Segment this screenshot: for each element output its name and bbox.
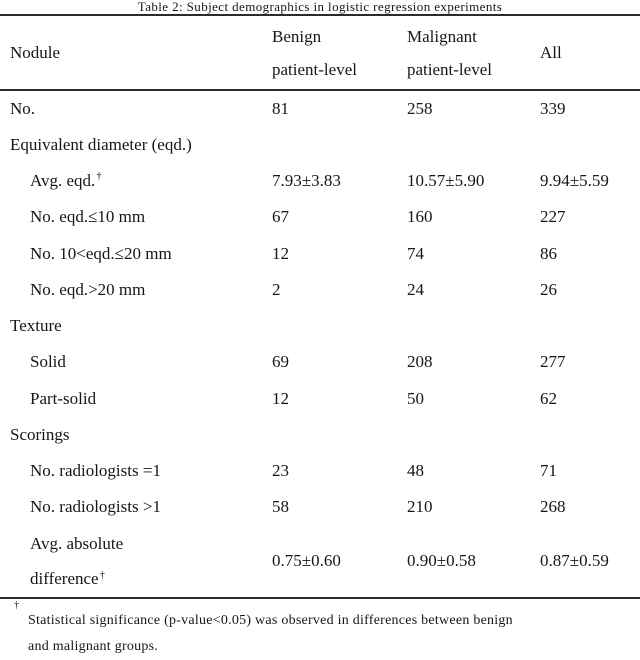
row-value: 0.90±0.58 xyxy=(407,551,476,571)
row-value: 71 xyxy=(540,461,557,481)
row-value: 258 xyxy=(407,98,433,118)
row-value: 2 xyxy=(272,279,281,299)
footnote-line2: and malignant groups. xyxy=(28,639,159,654)
header-malignant-line2: patient-level xyxy=(407,59,492,79)
dagger-marker: † xyxy=(96,171,102,183)
table-caption: Table 2: Subject demographics in logisti… xyxy=(137,0,503,14)
row-value: 58 xyxy=(272,497,289,517)
row-label-text: No. radiologists =1 xyxy=(30,461,161,481)
row-value: 12 xyxy=(272,388,289,408)
row-label-text: No. radiologists >1 xyxy=(30,497,161,517)
table-row: No. eqd.>20 mm 2 24 26 xyxy=(0,272,640,308)
footnote-line1: Statistical significance (p-value<0.05) … xyxy=(28,613,513,628)
table-row: Avg. eqd.† 7.93±3.83 10.57±5.90 9.94±5.59 xyxy=(0,163,640,199)
row-label: Avg. eqd.† xyxy=(0,171,262,191)
row-label: No. eqd.>20 mm xyxy=(0,280,262,300)
table-row: No. 81 258 339 xyxy=(0,91,640,127)
row-label: No. radiologists =1 xyxy=(0,461,262,481)
row-label: No. 10<eqd.≤20 mm xyxy=(0,244,262,264)
table-header-row: Nodule Benign patient-level Malignant pa… xyxy=(0,16,640,89)
row-value: 10.57±5.90 xyxy=(407,171,485,191)
row-label-text: Scorings xyxy=(10,424,70,444)
row-label: Avg. absolute difference† xyxy=(0,526,262,596)
row-label-text: Avg. eqd.† xyxy=(30,171,102,191)
table-body: No. 81 258 339 Equivalent diameter (eqd.) Avg… xyxy=(0,91,640,598)
row-label-text: No. eqd.≤10 mm xyxy=(30,207,146,227)
table-footnote: † Statistical significance (p-value<0.05… xyxy=(0,601,640,660)
row-value: 48 xyxy=(407,461,424,481)
row-label: Texture xyxy=(0,316,262,336)
row-label: Scorings xyxy=(0,425,262,445)
row-value: 86 xyxy=(540,243,557,263)
row-label: Equivalent diameter (eqd.) xyxy=(0,135,262,155)
row-label-line: Avg. absolute xyxy=(30,534,124,554)
row-value: 62 xyxy=(540,388,557,408)
row-label: No. xyxy=(0,99,262,119)
table-row: No. radiologists =1 23 48 71 xyxy=(0,453,640,489)
header-all-label: All xyxy=(540,42,562,62)
row-value: 67 xyxy=(272,207,289,227)
header-benign-line2: patient-level xyxy=(272,59,357,79)
row-value: 23 xyxy=(272,461,289,481)
table-row: No. radiologists >1 58 210 268 xyxy=(0,489,640,525)
table-section-row: Texture xyxy=(0,308,640,344)
row-value: 339 xyxy=(540,98,566,118)
row-value: 0.87±0.59 xyxy=(540,551,609,571)
row-value: 7.93±3.83 xyxy=(272,171,341,191)
row-label-text: Part-solid xyxy=(30,388,97,408)
row-value: 208 xyxy=(407,352,433,372)
row-value: 9.94±5.59 xyxy=(540,171,609,191)
header-benign-line1: Benign xyxy=(272,26,322,46)
row-value: 277 xyxy=(540,352,566,372)
table-row: Part-solid 12 50 62 xyxy=(0,381,640,417)
header-cell-malignant: Malignant patient-level xyxy=(397,20,530,86)
row-label: No. eqd.≤10 mm xyxy=(0,207,262,227)
row-value: 227 xyxy=(540,207,566,227)
row-label: Part-solid xyxy=(0,389,262,409)
row-label-text: No. eqd.>20 mm xyxy=(30,279,146,299)
row-value: 81 xyxy=(272,98,289,118)
row-label: Solid xyxy=(0,352,262,372)
row-value: 26 xyxy=(540,279,557,299)
header-cell-benign: Benign patient-level xyxy=(262,20,397,86)
row-value: 160 xyxy=(407,207,433,227)
row-value: 210 xyxy=(407,497,433,517)
row-label-text: No. 10<eqd.≤20 mm xyxy=(30,243,172,263)
row-label-text: Texture xyxy=(10,316,62,336)
table-header-rule xyxy=(0,89,640,91)
row-value: 268 xyxy=(540,497,566,517)
row-value: 69 xyxy=(272,352,289,372)
header-malignant-line1: Malignant xyxy=(407,26,477,46)
table-top-rule xyxy=(0,14,640,16)
table-row: No. 10<eqd.≤20 mm 12 74 86 xyxy=(0,236,640,272)
row-label-line: difference† xyxy=(30,569,105,589)
dagger-marker: † xyxy=(99,569,105,581)
row-label-text: No. xyxy=(10,98,36,118)
table-section-row: Scorings xyxy=(0,417,640,453)
row-value: 24 xyxy=(407,279,424,299)
row-label-text: Solid xyxy=(30,352,66,372)
header-nodule-label: Nodule xyxy=(10,42,61,62)
row-label: No. radiologists >1 xyxy=(0,497,262,517)
table-row: Solid 69 208 277 xyxy=(0,344,640,380)
row-value: 0.75±0.60 xyxy=(272,551,341,571)
header-cell-nodule: Nodule xyxy=(0,43,262,63)
row-label-text: Equivalent diameter (eqd.) xyxy=(10,134,192,154)
table-row: Avg. absolute difference† 0.75±0.60 0.90±0.… xyxy=(0,526,640,598)
header-cell-all: All xyxy=(530,43,640,63)
row-value: 50 xyxy=(407,388,424,408)
row-value: 12 xyxy=(272,243,289,263)
row-value: 74 xyxy=(407,243,424,263)
table-row: No. eqd.≤10 mm 67 160 227 xyxy=(0,199,640,235)
table-section-row: Equivalent diameter (eqd.) xyxy=(0,127,640,163)
table-bottom-rule xyxy=(0,597,640,599)
